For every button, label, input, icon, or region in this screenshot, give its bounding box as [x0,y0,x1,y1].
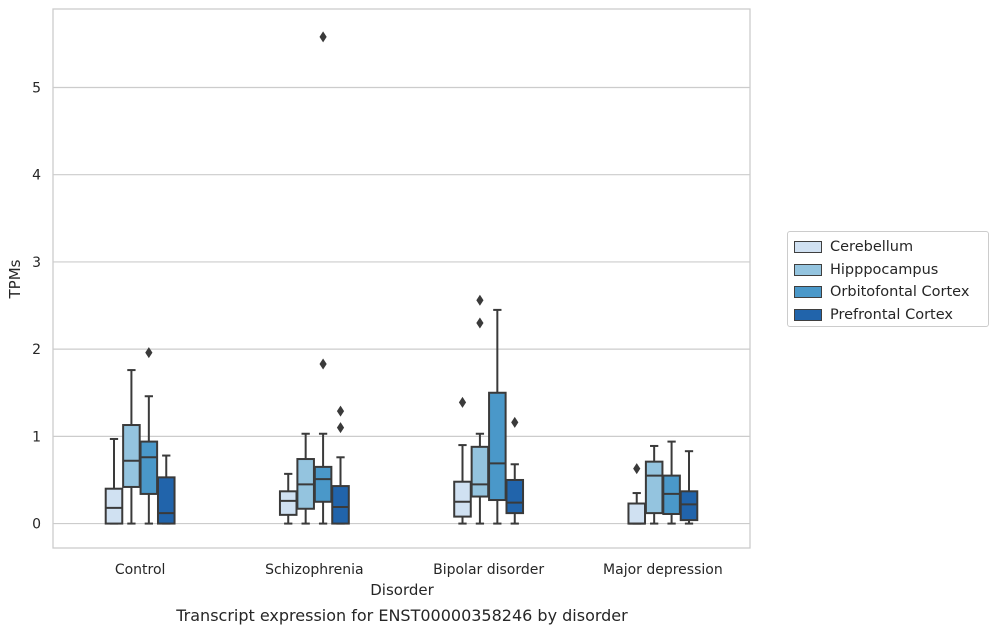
outlier-point [336,422,345,434]
y-tick-label: 2 [32,342,41,358]
legend-swatch-cerebellum [794,241,822,254]
x-tick-label: Bipolar disorder [433,562,544,578]
legend-item-prefrontal-cortex: Prefrontal Cortex [792,304,988,327]
box-1-0 [122,369,141,525]
outlier-point [476,317,484,329]
legend-swatch-orbitofrontal-cortex [794,286,822,299]
box-0-3 [627,463,647,525]
legend-item-hippocampus: Hipppocampus [792,259,988,282]
box-body [122,424,141,488]
box-body [679,490,699,522]
box-3-3 [679,450,699,525]
outlier-point [145,347,153,359]
box-2-0 [139,347,159,525]
box-body [104,487,124,525]
box-body [331,485,350,525]
plot-boxes [104,31,699,525]
outlier-point [511,416,519,428]
outlier-point [319,31,327,43]
x-axis-label: Disorder [370,581,434,599]
y-axis-label: TPMs [6,259,24,299]
y-tick-label: 0 [32,517,41,533]
y-tick-label: 4 [32,168,41,184]
figure-caption: Transcript expression for ENST0000035824… [176,606,628,625]
box-body [644,460,664,515]
legend-swatch-hippocampus [794,263,822,276]
y-tick-label: 5 [32,80,41,96]
outlier-point [633,463,641,475]
x-tick-label: Control [115,562,166,578]
box-2-3 [662,440,681,525]
box-body [156,476,176,525]
legend-label: Prefrontal Cortex [830,306,953,323]
outlier-point [336,405,345,417]
legend-label: Orbitofontal Cortex [830,284,970,301]
box-body [278,490,298,516]
chart-legend: Cerebellum Hipppocampus Orbitofontal Cor… [787,231,989,327]
box-3-2 [505,416,525,525]
plot-frame [52,8,751,549]
x-tick-labels: Control Schizophrenia Bipolar disorder Majo… [115,562,723,578]
box-0-1 [278,472,298,525]
y-tick-label: 3 [32,255,41,271]
box-body [313,465,333,503]
x-tick-label: Schizophrenia [265,562,363,578]
legend-item-orbitofrontal-cortex: Orbitofontal Cortex [792,281,988,304]
box-0-0 [104,437,124,525]
outlier-point [458,396,467,408]
legend-swatch-prefrontal-cortex [794,308,822,321]
y-tick-labels: 0 1 2 3 4 5 [32,80,41,532]
box-body [505,478,525,515]
box-3-0 [156,454,176,525]
outlier-point [476,294,484,306]
box-2-1 [313,31,333,525]
box-1-2 [470,294,490,525]
y-tick-label: 1 [32,429,41,445]
box-1-1 [296,432,315,525]
legend-label: Cerebellum [830,239,914,256]
x-tick-label: Major depression [603,562,723,578]
box-body [453,480,472,518]
legend-item-cerebellum: Cerebellum [792,236,988,259]
box-body [627,502,647,525]
box-body [139,440,159,495]
box-body [470,445,490,498]
box-1-3 [644,444,664,525]
box-3-1 [331,405,350,525]
box-2-2 [488,308,507,525]
outlier-point [319,358,327,370]
box-0-2 [453,396,472,525]
legend-label: Hipppocampus [830,261,939,278]
box-body [488,391,507,502]
